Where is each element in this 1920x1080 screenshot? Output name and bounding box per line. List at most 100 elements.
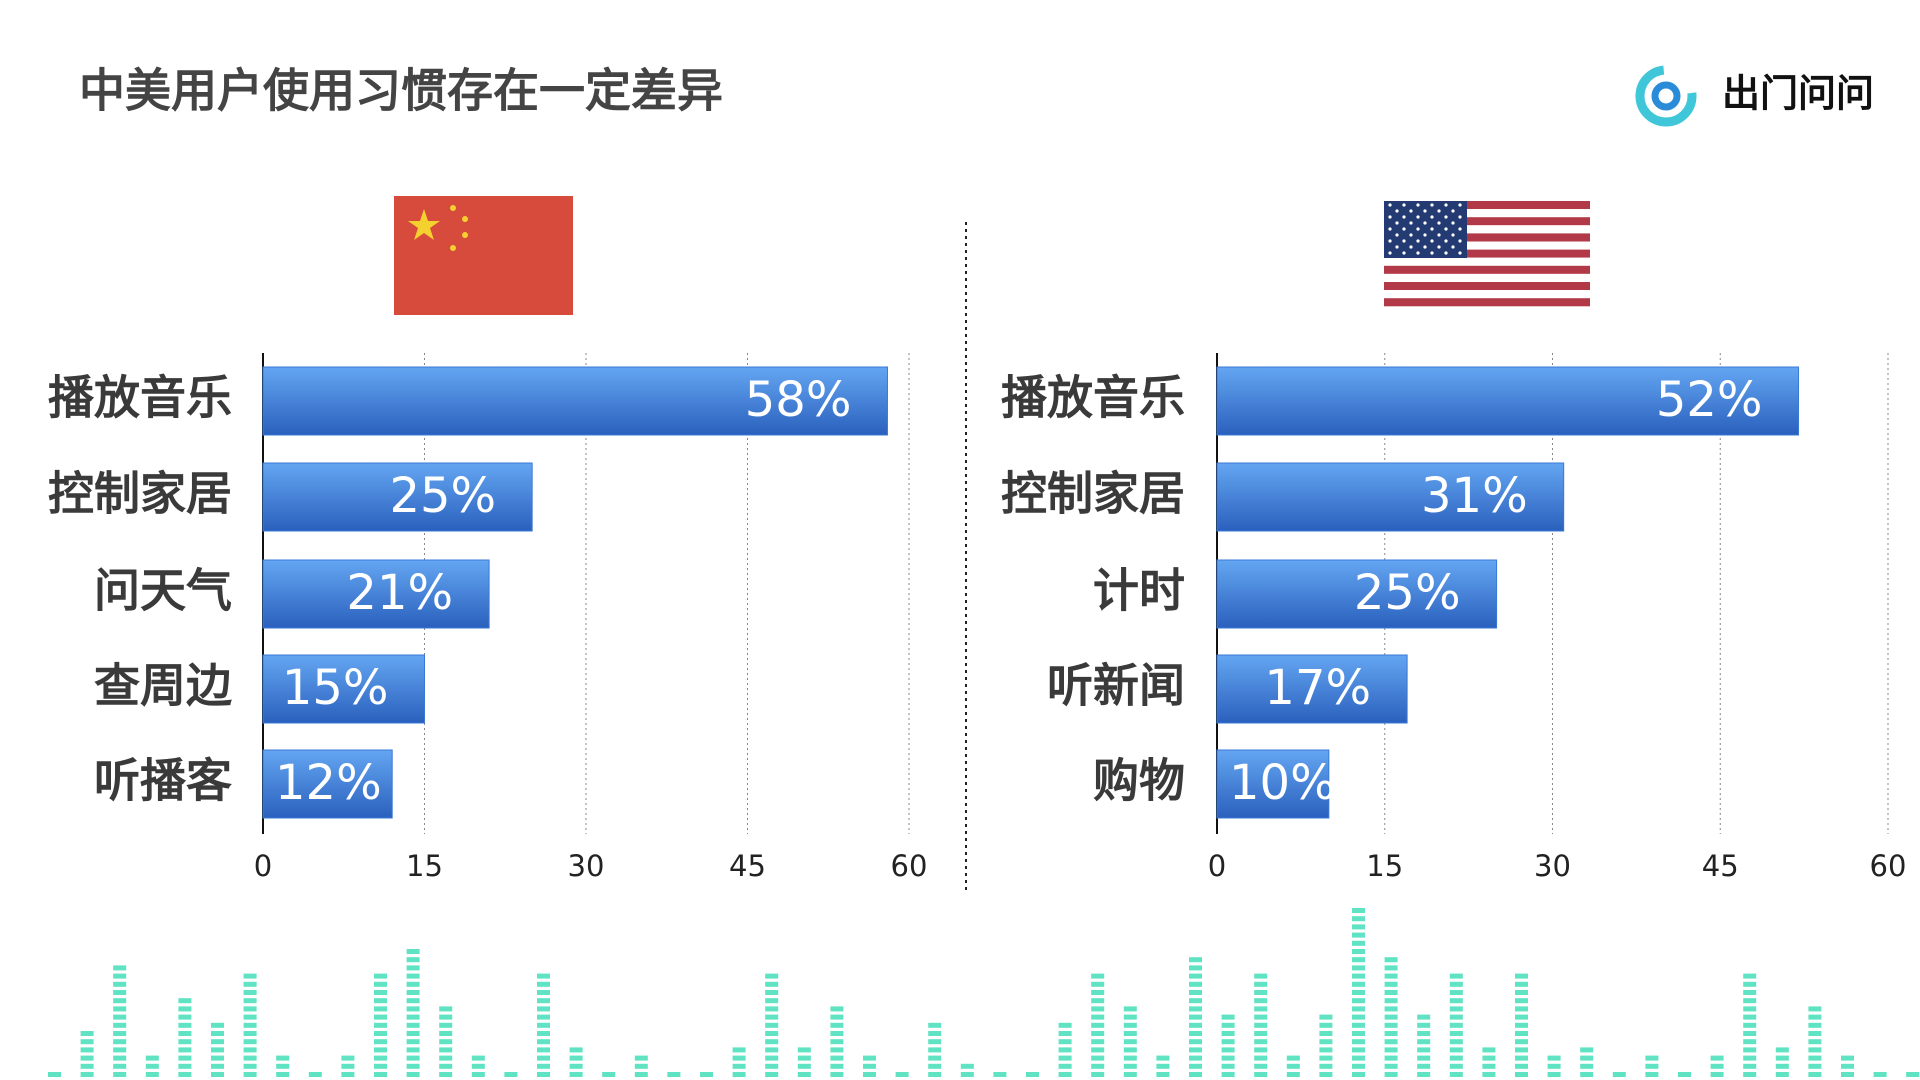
bar <box>1216 654 1408 724</box>
eq-segment <box>406 1055 420 1061</box>
eq-segment <box>830 1031 844 1036</box>
star <box>1451 233 1455 237</box>
eq-segment <box>537 1006 550 1012</box>
star <box>1437 233 1441 237</box>
eq-segment <box>537 1022 550 1028</box>
eq-segment <box>1547 1063 1561 1069</box>
eq-segment <box>1123 1063 1137 1069</box>
eq-segment <box>1580 1063 1594 1069</box>
star <box>1430 251 1434 255</box>
eq-segment <box>1123 1006 1137 1012</box>
star <box>1402 203 1406 207</box>
eq-segment <box>243 1031 257 1036</box>
eq-segment <box>1189 1014 1202 1020</box>
star <box>1395 221 1399 225</box>
eq-segment <box>1091 973 1105 979</box>
star <box>1430 215 1434 219</box>
eq-segment <box>243 990 257 995</box>
eq-segment <box>863 1055 876 1061</box>
eq-segment <box>634 1063 648 1069</box>
star <box>1416 239 1420 243</box>
china-flag <box>394 196 573 315</box>
eq-segment <box>537 981 550 987</box>
eq-segment <box>1449 1022 1463 1028</box>
eq-segment <box>1156 1072 1170 1077</box>
eq-segment <box>1286 1055 1300 1061</box>
value-label: 25% <box>1354 565 1461 621</box>
eq-segment <box>1775 1047 1789 1053</box>
star <box>1409 209 1413 213</box>
equalizer <box>48 908 1920 1077</box>
eq-segment <box>439 1031 453 1036</box>
eq-segment <box>537 998 550 1004</box>
eq-segment <box>1743 1031 1757 1036</box>
eq-segment <box>471 1072 485 1077</box>
stripe <box>1384 241 1590 250</box>
eq-segment <box>1449 1072 1463 1077</box>
eq-segment <box>243 1047 257 1053</box>
eq-segment <box>1352 1055 1365 1061</box>
eq-segment <box>732 1047 746 1053</box>
category-label: 听播客 <box>94 754 232 808</box>
eq-segment <box>406 973 420 979</box>
eq-segment <box>1221 1022 1235 1028</box>
eq-segment <box>797 1047 811 1053</box>
category-label: 查周边 <box>94 659 233 713</box>
eq-segment <box>48 1072 61 1077</box>
eq-segment <box>1189 981 1202 987</box>
eq-segment <box>374 1055 387 1061</box>
eq-segment <box>732 1072 746 1077</box>
eq-segment <box>1384 990 1398 995</box>
eq-segment <box>1710 1055 1724 1061</box>
eq-segment <box>374 981 387 987</box>
eq-segment <box>374 973 387 979</box>
star <box>1444 239 1448 243</box>
star <box>1395 245 1399 249</box>
value-label: 25% <box>389 468 496 524</box>
eq-segment <box>178 1022 192 1028</box>
x-tick-label: 30 <box>1534 849 1571 883</box>
eq-segment <box>276 1072 290 1077</box>
eq-segment <box>537 1039 550 1045</box>
eq-segment <box>830 1039 844 1045</box>
eq-segment <box>765 990 779 995</box>
eq-segment <box>1743 1014 1757 1020</box>
eq-segment <box>1254 1022 1268 1028</box>
eq-segment <box>374 1006 387 1012</box>
eq-segment <box>1743 1072 1757 1077</box>
eq-segment <box>1449 1031 1463 1036</box>
eq-segment <box>1352 998 1365 1004</box>
eq-segment <box>1189 1006 1202 1012</box>
eq-segment <box>1254 990 1268 995</box>
star <box>1423 245 1427 249</box>
star <box>1402 215 1406 219</box>
eq-segment <box>80 1063 94 1069</box>
eq-segment <box>406 981 420 987</box>
category-label: 听新闻 <box>1047 659 1185 713</box>
eq-segment <box>1091 1006 1105 1012</box>
star <box>1395 233 1399 237</box>
eq-segment <box>1743 1063 1757 1069</box>
eq-segment <box>1449 973 1463 979</box>
eq-segment <box>113 1014 127 1020</box>
eq-segment <box>406 957 420 963</box>
eq-segment <box>406 949 420 954</box>
stripe <box>1384 257 1590 266</box>
star <box>1444 203 1448 207</box>
value-label: 58% <box>745 372 852 428</box>
eq-segment <box>830 1014 844 1020</box>
eq-segment <box>634 1055 648 1061</box>
x-tick-label: 45 <box>729 849 766 883</box>
eq-segment <box>1058 1072 1072 1077</box>
eq-segment <box>1352 965 1365 971</box>
eq-segment <box>1449 1006 1463 1012</box>
eq-segment <box>1384 1031 1398 1036</box>
eq-segment <box>374 1014 387 1020</box>
value-label: 52% <box>1656 372 1763 428</box>
eq-segment <box>1352 1031 1365 1036</box>
eq-segment <box>765 1047 779 1053</box>
eq-segment <box>1417 1039 1431 1045</box>
eq-segment <box>1352 908 1365 913</box>
eq-segment <box>178 998 192 1004</box>
